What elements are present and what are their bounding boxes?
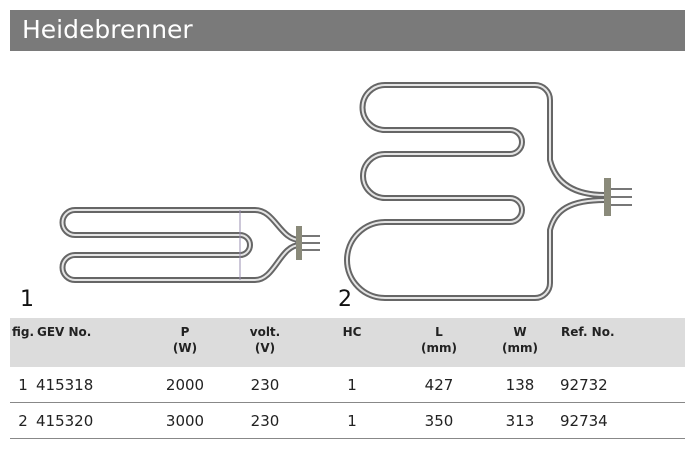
column-label: volt. [249,325,281,339]
column-header: GEV No. [36,318,146,367]
table-row: 2 415320 3000 230 1 350 313 92734 [10,402,685,439]
table-cell: 2 [10,402,36,439]
header-bar: Heidebrenner [10,10,685,51]
column-header: Ref. No. [560,318,685,367]
column-label: W [513,325,527,339]
table-cell: 415318 [36,367,146,403]
heating-element-1 [59,207,320,283]
table-cell: 3000 [146,402,224,439]
table-cell: 415320 [36,402,146,439]
spec-table: fig. GEV No. P (W) volt. (V) HC L (mm) W (mm) Ref. … [10,318,685,439]
column-label: P [180,325,190,339]
figure-label: 2 [338,287,352,312]
column-unit: (V) [254,341,276,355]
table-cell: 1 [10,367,36,403]
column-header: L (mm) [398,318,480,367]
figure-label: 1 [20,287,34,312]
table-cell: 1 [306,367,398,403]
table-cell: 92734 [560,402,685,439]
table-cell: 313 [480,402,560,439]
column-header: fig. [10,318,36,367]
column-label: Ref. No. [561,325,615,339]
column-label: GEV No. [37,325,92,339]
table-cell: 2000 [146,367,224,403]
table-row: 1 415318 2000 230 1 427 138 92732 [10,367,685,403]
column-header: W (mm) [480,318,560,367]
column-label: HC [342,325,362,339]
product-images [59,82,632,301]
table-cell: 230 [224,402,306,439]
column-unit: (mm) [421,341,457,355]
table-cell: 92732 [560,367,685,403]
table-cell: 230 [224,367,306,403]
column-label: L [435,325,443,339]
heating-element-2 [344,82,632,301]
table-cell: 427 [398,367,480,403]
title: Heidebrenner [22,15,193,44]
column-unit: (mm) [502,341,538,355]
table-cell: 350 [398,402,480,439]
table-cell: 138 [480,367,560,403]
column-label: fig. [11,325,35,339]
column-unit: (W) [172,341,198,355]
column-header: volt. (V) [224,318,306,367]
table-cell: 1 [306,402,398,439]
column-header: P (W) [146,318,224,367]
column-header: HC [306,318,398,367]
